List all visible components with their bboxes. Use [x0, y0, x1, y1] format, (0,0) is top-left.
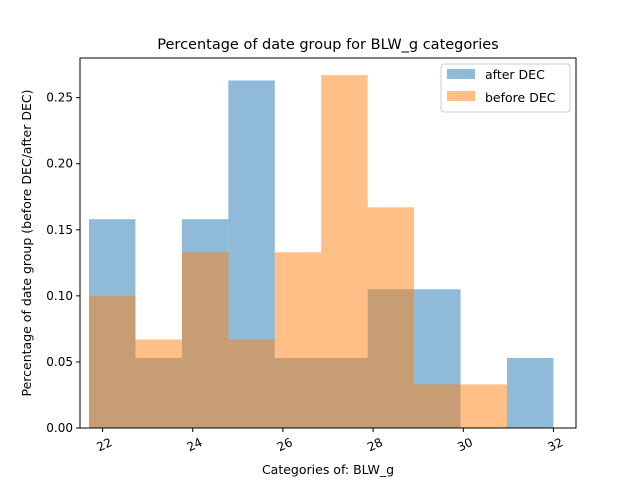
bar-before-dec-3 — [228, 339, 275, 428]
bar-before-dec-0 — [89, 295, 136, 428]
y-tick-label: 0.20 — [46, 157, 73, 171]
legend-swatch-before-dec — [447, 91, 475, 101]
legend: after DEC before DEC — [440, 63, 571, 113]
x-tick-label: 32 — [545, 435, 565, 454]
y-tick-label: 0.00 — [46, 421, 73, 435]
bar-after-dec-9 — [507, 357, 554, 428]
bar-before-dec-4 — [274, 252, 322, 428]
bar-before-dec-5 — [321, 75, 368, 428]
legend-swatch-after-dec — [447, 69, 475, 79]
x-tick-label: 28 — [365, 435, 385, 454]
plot-frame — [79, 57, 577, 429]
y-tick-label: 0.25 — [46, 91, 73, 105]
bar-before-dec-2 — [181, 252, 229, 428]
x-tick-label: 24 — [185, 435, 205, 454]
x-axis-ticks: 22 24 26 28 30 32 — [95, 428, 565, 454]
bar-before-dec-1 — [135, 339, 182, 428]
bar-before-dec-7 — [414, 384, 461, 428]
x-axis-label: Categories of: BLW_g — [262, 462, 394, 477]
x-tick-label: 26 — [275, 435, 295, 454]
y-tick-label: 0.05 — [46, 355, 73, 369]
y-axis-ticks: 0.00 0.05 0.10 0.15 0.20 0.25 — [46, 91, 80, 435]
bar-before-dec-6 — [367, 207, 415, 428]
chart-title: Percentage of date group for BLW_g categ… — [157, 37, 498, 53]
bars-group — [89, 75, 554, 428]
y-tick-label: 0.15 — [46, 223, 73, 237]
legend-label-before-dec: before DEC — [485, 90, 556, 105]
x-tick-label: 30 — [455, 435, 475, 454]
x-tick-label: 22 — [95, 435, 115, 454]
y-tick-label: 0.10 — [46, 289, 73, 303]
y-axis-label: Percentage of date group (before DEC/aft… — [19, 90, 34, 397]
legend-label-after-dec: after DEC — [485, 67, 545, 82]
bar-before-dec-8 — [460, 384, 508, 428]
